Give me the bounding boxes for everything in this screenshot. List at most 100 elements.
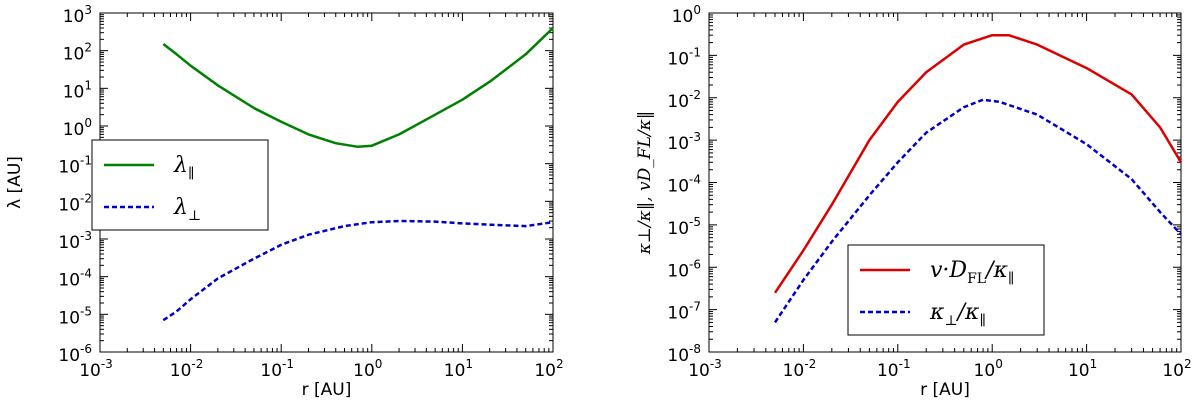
tick-exponent: -6 bbox=[80, 342, 92, 356]
tick-base: 10 bbox=[667, 177, 689, 197]
y-tick-label: 10-5 bbox=[667, 215, 701, 239]
tick-base: 10 bbox=[58, 195, 80, 215]
y-tick-label: 101 bbox=[63, 78, 92, 102]
tick-base: 10 bbox=[1068, 361, 1090, 381]
tick-base: 10 bbox=[783, 361, 805, 381]
tick-exponent: -1 bbox=[899, 357, 911, 371]
tick-exponent: 1 bbox=[465, 357, 473, 371]
tick-exponent: -1 bbox=[689, 45, 701, 59]
series-line-0 bbox=[162, 27, 554, 149]
tick-base: 10 bbox=[170, 361, 192, 381]
tick-exponent: 2 bbox=[1184, 357, 1192, 371]
y-axis-label: κ⊥/κ‖, vD_FL/κ‖ bbox=[635, 111, 655, 256]
tick-base: 10 bbox=[974, 361, 996, 381]
tick-base: 10 bbox=[58, 308, 80, 328]
x-tick-label: 102 bbox=[534, 357, 563, 381]
x-tick-label: 102 bbox=[1162, 357, 1191, 381]
legend-entry-label: λ∥ bbox=[173, 153, 194, 182]
y-tick-label: 10-3 bbox=[58, 229, 92, 253]
tick-base: 10 bbox=[58, 346, 80, 366]
tick-exponent: -2 bbox=[80, 191, 92, 205]
tick-base: 10 bbox=[58, 158, 80, 178]
y-tick-label: 10-3 bbox=[667, 130, 701, 154]
tick-exponent: 0 bbox=[375, 357, 383, 371]
tick-base: 10 bbox=[667, 134, 689, 154]
y-tick-label: 102 bbox=[63, 41, 92, 65]
tick-exponent: 3 bbox=[84, 3, 92, 17]
legend-subscript: FL bbox=[967, 271, 986, 287]
series-line-1 bbox=[773, 98, 1182, 324]
tick-exponent: -2 bbox=[191, 357, 203, 371]
tick-base: 10 bbox=[63, 45, 85, 65]
legend-main: λ bbox=[173, 153, 188, 178]
tick-exponent: -2 bbox=[689, 88, 701, 102]
legend-subscript-2: ∥ bbox=[1008, 271, 1014, 287]
y-tick-label: 10-1 bbox=[58, 154, 92, 178]
legend-box bbox=[847, 244, 1045, 336]
y-tick-label: 10-4 bbox=[667, 173, 701, 197]
tick-base: 10 bbox=[260, 361, 282, 381]
y-axis-label: λ [AU] bbox=[5, 156, 25, 209]
x-tick-label: 100 bbox=[974, 357, 1003, 381]
x-tick-label: 10-2 bbox=[783, 357, 817, 381]
y-tick-label: 103 bbox=[63, 3, 92, 27]
tick-exponent: 1 bbox=[1090, 357, 1098, 371]
legend: v·DFL/κ∥κ⊥/κ∥ bbox=[847, 244, 1045, 336]
tick-base: 10 bbox=[672, 7, 694, 27]
tick-exponent: -4 bbox=[80, 267, 92, 281]
tick-base: 10 bbox=[444, 361, 466, 381]
tick-base: 10 bbox=[353, 361, 375, 381]
tick-exponent: -3 bbox=[689, 130, 701, 144]
tick-exponent: -3 bbox=[80, 229, 92, 243]
y-tick-label: 100 bbox=[672, 3, 701, 27]
tick-exponent: 2 bbox=[84, 41, 92, 55]
legend-box bbox=[91, 139, 269, 231]
tick-base: 10 bbox=[667, 304, 689, 324]
tick-base: 10 bbox=[58, 233, 80, 253]
tick-exponent: -8 bbox=[689, 342, 701, 356]
tick-exponent: -1 bbox=[282, 357, 294, 371]
tick-exponent: -4 bbox=[689, 173, 701, 187]
legend-main: λ bbox=[173, 195, 188, 220]
y-tick-label: 10-8 bbox=[667, 342, 701, 366]
y-tick-label: 10-6 bbox=[667, 257, 701, 281]
tick-base: 10 bbox=[667, 92, 689, 112]
y-tick-label: 10-7 bbox=[667, 300, 701, 324]
x-tick-label: 100 bbox=[353, 357, 382, 381]
y-tick-label: 10-2 bbox=[667, 88, 701, 112]
tick-base: 10 bbox=[688, 361, 710, 381]
tick-base: 10 bbox=[534, 361, 556, 381]
y-tick-label: 10-6 bbox=[58, 342, 92, 366]
tick-exponent: -3 bbox=[710, 357, 722, 371]
x-tick-label: 10-3 bbox=[79, 357, 113, 381]
x-tick-label: 10-3 bbox=[688, 357, 722, 381]
legend-subscript: ∥ bbox=[188, 166, 194, 182]
left-chart-panel: 10-3 10-2 10-1 100 101 10210-610-510-410-310-… bbox=[5, 3, 564, 400]
tick-base: 10 bbox=[63, 82, 85, 102]
y-tick-label: 100 bbox=[63, 116, 92, 140]
tick-base: 10 bbox=[667, 219, 689, 239]
legend-subscript: ⊥ bbox=[188, 208, 201, 224]
x-tick-label: 10-1 bbox=[260, 357, 294, 381]
tick-base: 10 bbox=[79, 361, 101, 381]
tick-exponent: 0 bbox=[84, 116, 92, 130]
legend-entry-label: λ⊥ bbox=[173, 195, 201, 224]
tick-base: 10 bbox=[63, 120, 85, 140]
tick-exponent: 1 bbox=[84, 78, 92, 92]
tick-base: 10 bbox=[63, 7, 85, 27]
legend-subscript-2: ∥ bbox=[979, 313, 985, 329]
tick-exponent: -1 bbox=[80, 154, 92, 168]
tick-base: 10 bbox=[58, 271, 80, 291]
tick-exponent: -5 bbox=[80, 304, 92, 318]
series-line-0 bbox=[773, 33, 1183, 294]
tick-exponent: 2 bbox=[556, 357, 564, 371]
tick-exponent: 0 bbox=[995, 357, 1003, 371]
tick-exponent: -2 bbox=[804, 357, 816, 371]
legend-tail: /κ bbox=[984, 258, 1008, 283]
tick-exponent: 0 bbox=[693, 3, 701, 17]
x-tick-label: 101 bbox=[444, 357, 473, 381]
y-tick-label: 10-2 bbox=[58, 191, 92, 215]
tick-base: 10 bbox=[877, 361, 899, 381]
y-tick-label: 10-1 bbox=[667, 45, 701, 69]
